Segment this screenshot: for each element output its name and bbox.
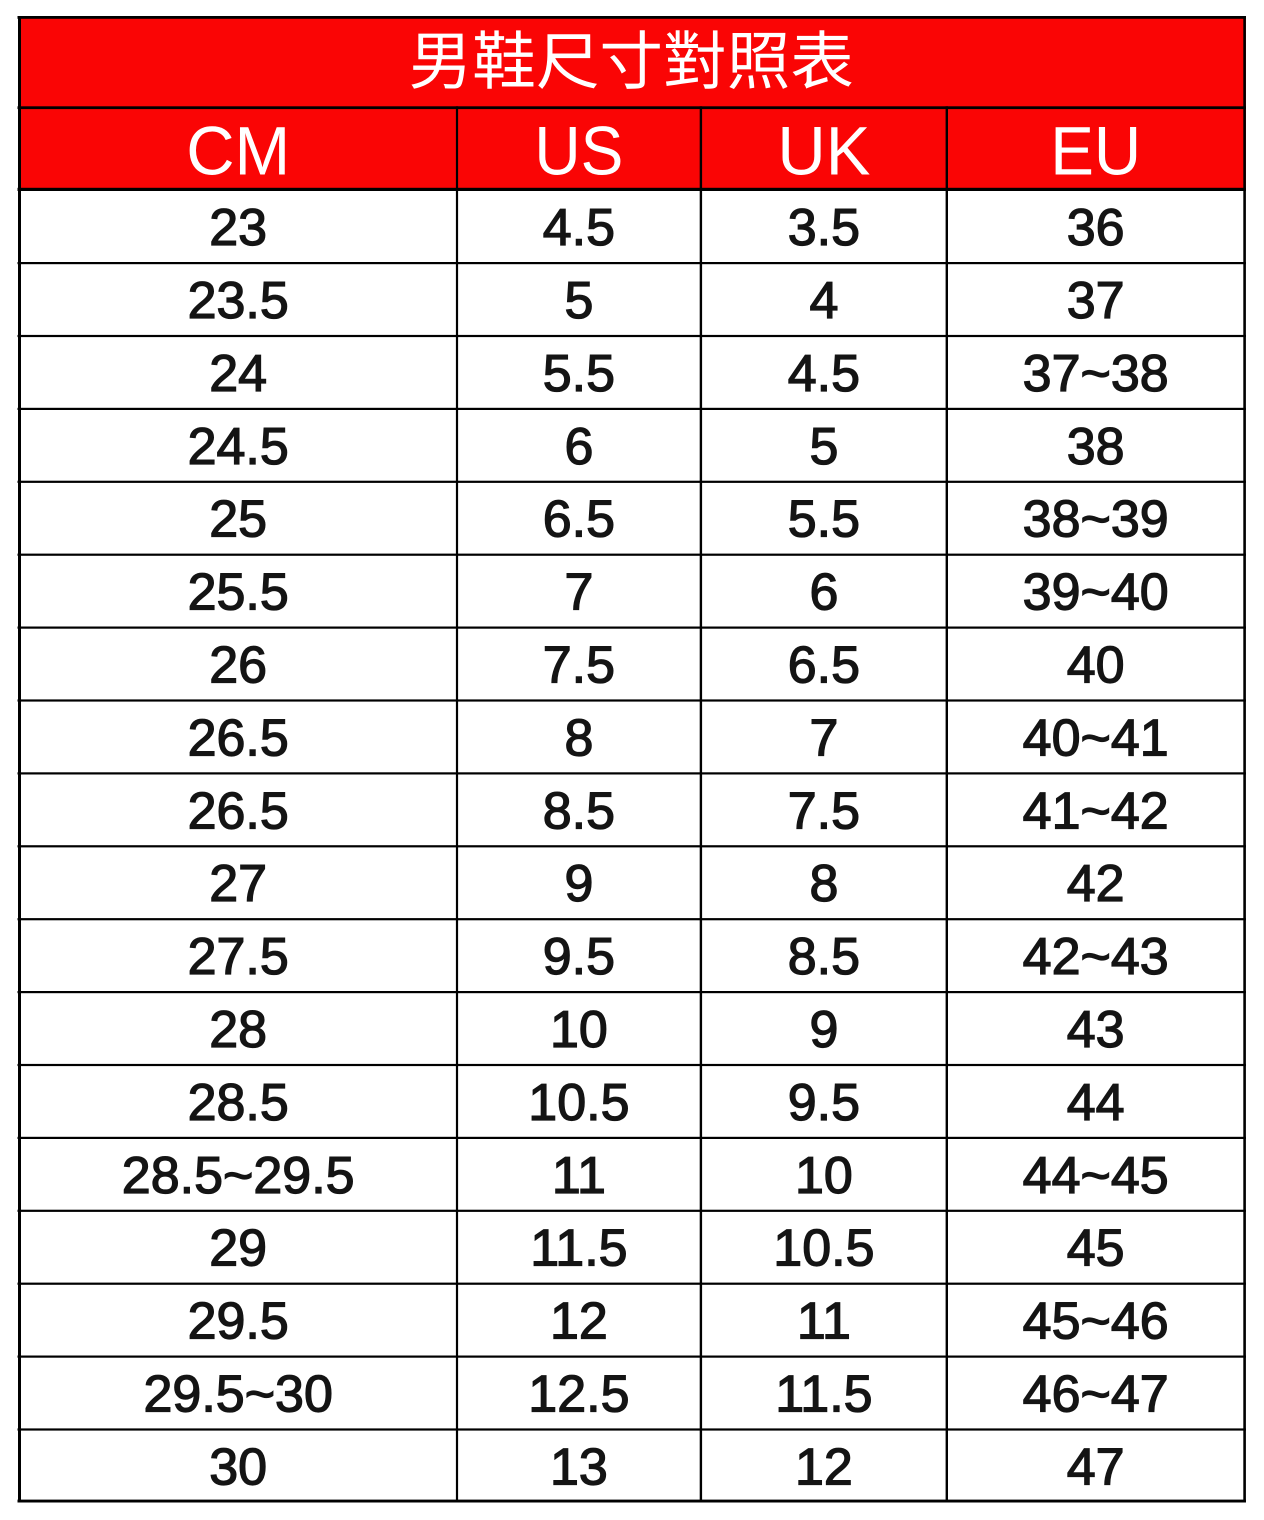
svg-text:6.5: 6.5 — [543, 491, 615, 549]
svg-text:8.5: 8.5 — [543, 782, 615, 840]
svg-text:12: 12 — [795, 1438, 853, 1496]
svg-text:5: 5 — [564, 272, 593, 330]
svg-text:44: 44 — [1067, 1074, 1125, 1132]
svg-text:39~40: 39~40 — [1023, 564, 1169, 622]
svg-text:25.5: 25.5 — [188, 564, 289, 622]
svg-text:42~43: 42~43 — [1023, 928, 1169, 986]
svg-text:24: 24 — [209, 345, 267, 403]
svg-text:23.5: 23.5 — [188, 272, 289, 330]
svg-text:27.5: 27.5 — [188, 928, 289, 986]
svg-text:9.5: 9.5 — [543, 928, 615, 986]
svg-text:38: 38 — [1067, 418, 1125, 476]
svg-text:8: 8 — [809, 855, 838, 913]
svg-text:46~47: 46~47 — [1023, 1366, 1169, 1424]
svg-text:13: 13 — [550, 1438, 608, 1496]
svg-text:12.5: 12.5 — [528, 1366, 629, 1424]
svg-text:3.5: 3.5 — [788, 199, 860, 257]
svg-text:45~46: 45~46 — [1023, 1293, 1169, 1351]
svg-text:US: US — [534, 112, 623, 189]
svg-text:28: 28 — [209, 1001, 267, 1059]
svg-text:9: 9 — [564, 855, 593, 913]
svg-text:26.5: 26.5 — [188, 782, 289, 840]
svg-text:10.5: 10.5 — [528, 1074, 629, 1132]
svg-text:44~45: 44~45 — [1023, 1147, 1169, 1205]
svg-text:7.5: 7.5 — [543, 637, 615, 695]
svg-text:5.5: 5.5 — [788, 491, 860, 549]
svg-text:25: 25 — [209, 491, 267, 549]
svg-text:28.5: 28.5 — [188, 1074, 289, 1132]
svg-text:42: 42 — [1067, 855, 1125, 913]
svg-text:45: 45 — [1067, 1220, 1125, 1278]
svg-text:CM: CM — [186, 112, 290, 189]
svg-text:10: 10 — [550, 1001, 608, 1059]
svg-text:10.5: 10.5 — [773, 1220, 874, 1278]
svg-text:28.5~29.5: 28.5~29.5 — [122, 1147, 355, 1205]
svg-text:UK: UK — [777, 112, 870, 189]
svg-text:8.5: 8.5 — [788, 928, 860, 986]
svg-text:4: 4 — [809, 272, 838, 330]
svg-text:7: 7 — [809, 709, 838, 767]
svg-text:38~39: 38~39 — [1023, 491, 1169, 549]
svg-text:7.5: 7.5 — [788, 782, 860, 840]
svg-text:7: 7 — [564, 564, 593, 622]
svg-text:9: 9 — [809, 1001, 838, 1059]
svg-text:4.5: 4.5 — [543, 199, 615, 257]
svg-text:26.5: 26.5 — [188, 709, 289, 767]
svg-text:10: 10 — [795, 1147, 853, 1205]
svg-text:5.5: 5.5 — [543, 345, 615, 403]
svg-text:41~42: 41~42 — [1023, 782, 1169, 840]
svg-text:43: 43 — [1067, 1001, 1125, 1059]
svg-text:47: 47 — [1067, 1438, 1125, 1496]
svg-text:27: 27 — [209, 855, 267, 913]
svg-text:29: 29 — [209, 1220, 267, 1278]
svg-text:29.5: 29.5 — [188, 1293, 289, 1351]
svg-text:11.5: 11.5 — [775, 1366, 872, 1424]
svg-text:8: 8 — [564, 709, 593, 767]
svg-text:30: 30 — [209, 1438, 267, 1496]
svg-text:9.5: 9.5 — [788, 1074, 860, 1132]
svg-text:23: 23 — [209, 199, 267, 257]
svg-text:40~41: 40~41 — [1023, 709, 1169, 767]
svg-text:29.5~30: 29.5~30 — [143, 1366, 332, 1424]
svg-text:11: 11 — [552, 1147, 606, 1205]
svg-text:6.5: 6.5 — [788, 637, 860, 695]
svg-text:6: 6 — [809, 564, 838, 622]
svg-text:37~38: 37~38 — [1023, 345, 1169, 403]
svg-text:40: 40 — [1067, 637, 1125, 695]
svg-text:4.5: 4.5 — [788, 345, 860, 403]
svg-text:11: 11 — [797, 1293, 851, 1351]
svg-text:26: 26 — [209, 637, 267, 695]
svg-text:37: 37 — [1067, 272, 1125, 330]
svg-text:24.5: 24.5 — [188, 418, 289, 476]
svg-text:36: 36 — [1067, 199, 1125, 257]
svg-text:12: 12 — [550, 1293, 608, 1351]
svg-text:11.5: 11.5 — [530, 1220, 627, 1278]
svg-text:EU: EU — [1050, 112, 1141, 189]
svg-text:5: 5 — [809, 418, 838, 476]
svg-text:6: 6 — [564, 418, 593, 476]
